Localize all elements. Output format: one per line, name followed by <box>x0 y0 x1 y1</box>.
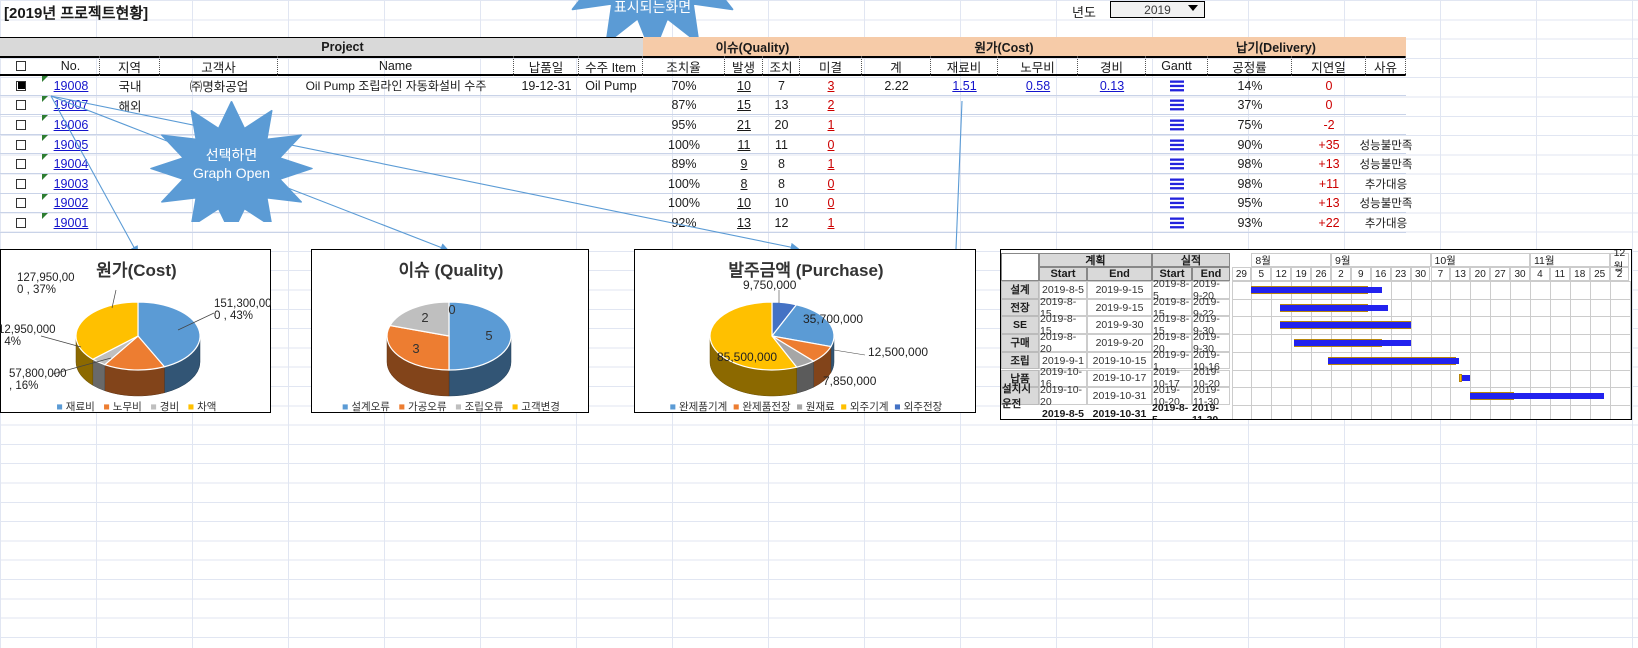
svg-text:3: 3 <box>412 341 419 356</box>
svg-text:0: 0 <box>448 302 455 317</box>
svg-text:5: 5 <box>485 328 492 343</box>
svg-text:2: 2 <box>421 310 428 325</box>
